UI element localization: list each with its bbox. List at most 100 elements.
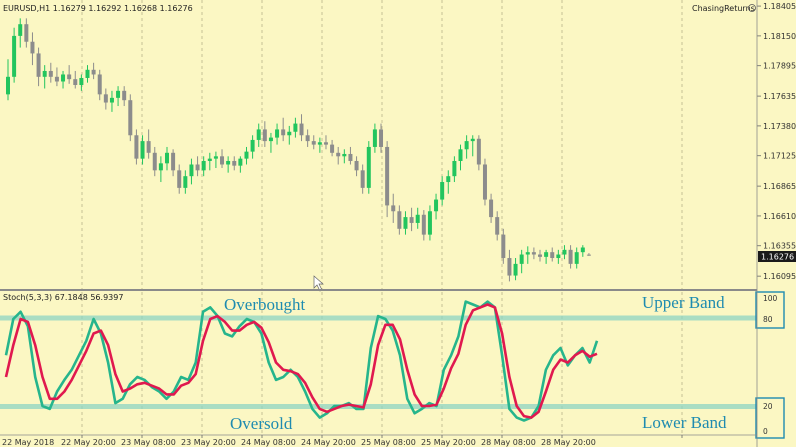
candle-body xyxy=(250,139,255,152)
candle-body xyxy=(366,146,371,188)
candle-body xyxy=(415,214,420,223)
candle-body xyxy=(109,97,114,103)
candle-body xyxy=(24,24,29,42)
candle-body xyxy=(12,35,17,77)
time-tick-label: 25 May 20:00 xyxy=(421,438,476,447)
candle-body xyxy=(574,252,579,264)
time-tick-label: 24 May 20:00 xyxy=(301,438,356,447)
chasing-returns-badge[interactable]: ChasingReturns xyxy=(692,4,756,13)
price-tick-label: 1.18150 xyxy=(763,32,796,41)
stoch-header: Stoch(5,3,3) 67.1848 56.9397 xyxy=(3,293,123,302)
candle-body xyxy=(299,123,304,136)
candle-body xyxy=(525,252,530,255)
stochastic-lines xyxy=(4,300,599,422)
time-axis: 22 May 2018 22 May 20:00 23 May 08:00 23 Ma… xyxy=(2,435,683,447)
candle-body xyxy=(397,211,402,229)
candle-body xyxy=(354,160,359,171)
candle-body xyxy=(568,249,573,264)
candle-body xyxy=(244,151,249,159)
oversold-label: Oversold xyxy=(230,414,293,433)
candle-body xyxy=(268,137,273,142)
time-tick-label: 25 May 08:00 xyxy=(361,438,416,447)
upper-band-label: Upper Band xyxy=(642,293,725,312)
candle-body xyxy=(232,160,237,166)
candle-body xyxy=(238,158,243,166)
candle-body xyxy=(183,176,188,188)
symbol-header: EURUSD,H1 1.16279 1.16292 1.16268 1.1627… xyxy=(3,4,193,13)
candle-body xyxy=(171,152,176,171)
candle-body xyxy=(116,90,121,98)
current-price-box xyxy=(758,251,796,262)
candle-body xyxy=(6,76,10,95)
candle-body xyxy=(323,142,328,145)
time-tick-label: 23 May 08:00 xyxy=(121,438,176,447)
candle-body xyxy=(470,138,475,142)
current-price-tag: 1.16276 xyxy=(758,251,796,262)
candle-body xyxy=(458,149,463,161)
badge-close-icon[interactable] xyxy=(748,4,756,12)
candle-body xyxy=(220,156,225,165)
candle-body xyxy=(379,129,384,147)
candles xyxy=(6,18,591,282)
candle-body xyxy=(134,135,139,159)
candle-body xyxy=(275,129,280,138)
candle-body xyxy=(164,152,169,164)
candle-body xyxy=(91,69,96,75)
candle-body xyxy=(189,164,194,177)
stoch-signal-line xyxy=(4,303,598,419)
candle-body xyxy=(580,247,585,253)
candle-body xyxy=(489,199,494,218)
candle-body xyxy=(495,217,500,235)
candle-body xyxy=(427,211,432,235)
candle-body xyxy=(85,69,90,78)
candle-body xyxy=(519,254,524,264)
lower-band-label: Lower Band xyxy=(642,413,727,432)
stoch-main-line xyxy=(4,300,599,422)
candle-body xyxy=(507,258,512,276)
candle-body xyxy=(562,249,567,255)
candle-body xyxy=(409,217,414,223)
candle-body xyxy=(146,141,151,153)
candle-body xyxy=(342,153,347,157)
candle-body xyxy=(434,199,439,212)
candle-body xyxy=(262,129,267,142)
stoch-tick-label: 0 xyxy=(763,427,768,436)
candle-body xyxy=(122,90,127,101)
candle-body xyxy=(177,170,182,188)
candle-body xyxy=(391,205,396,212)
candle-body xyxy=(79,77,84,85)
candle-body xyxy=(97,74,102,95)
candle-body xyxy=(440,182,445,200)
candle-body xyxy=(256,129,261,140)
price-pane[interactable]: EURUSD,H1 1.16279 1.16292 1.16268 1.1627… xyxy=(3,0,796,292)
candle-body xyxy=(385,146,390,206)
candle-body xyxy=(348,153,353,161)
price-tick-label: 1.18405 xyxy=(763,2,796,11)
candle-body xyxy=(550,252,555,259)
time-tick-label: 23 May 20:00 xyxy=(181,438,236,447)
candle-body xyxy=(213,156,218,159)
candle-body xyxy=(403,217,408,229)
candle-body xyxy=(446,176,451,183)
stoch-tick-label: 80 xyxy=(763,315,773,324)
price-tick-label: 1.16865 xyxy=(763,182,796,191)
candle-body xyxy=(140,141,145,159)
time-tick-label: 28 May 20:00 xyxy=(541,438,596,447)
candle-body xyxy=(287,131,292,136)
stoch-tick-label: 20 xyxy=(763,402,773,411)
lower-band-line xyxy=(0,404,757,409)
candle-body xyxy=(372,129,377,147)
candle-body xyxy=(501,234,506,259)
price-tick-label: 1.17125 xyxy=(763,152,796,161)
price-tick-label: 1.16355 xyxy=(763,242,796,251)
stoch-tick-label: 100 xyxy=(763,294,778,303)
candle-body xyxy=(36,53,41,77)
candle-body xyxy=(201,160,206,171)
candle-body xyxy=(556,254,561,259)
candle-body xyxy=(61,74,66,82)
candle-body xyxy=(18,24,23,36)
overbought-label: Overbought xyxy=(224,295,305,314)
candle-body xyxy=(73,79,78,85)
stochastic-pane[interactable]: Stoch(5,3,3) 67.1848 56.9397 100 80 20 0 Ov… xyxy=(0,291,785,439)
